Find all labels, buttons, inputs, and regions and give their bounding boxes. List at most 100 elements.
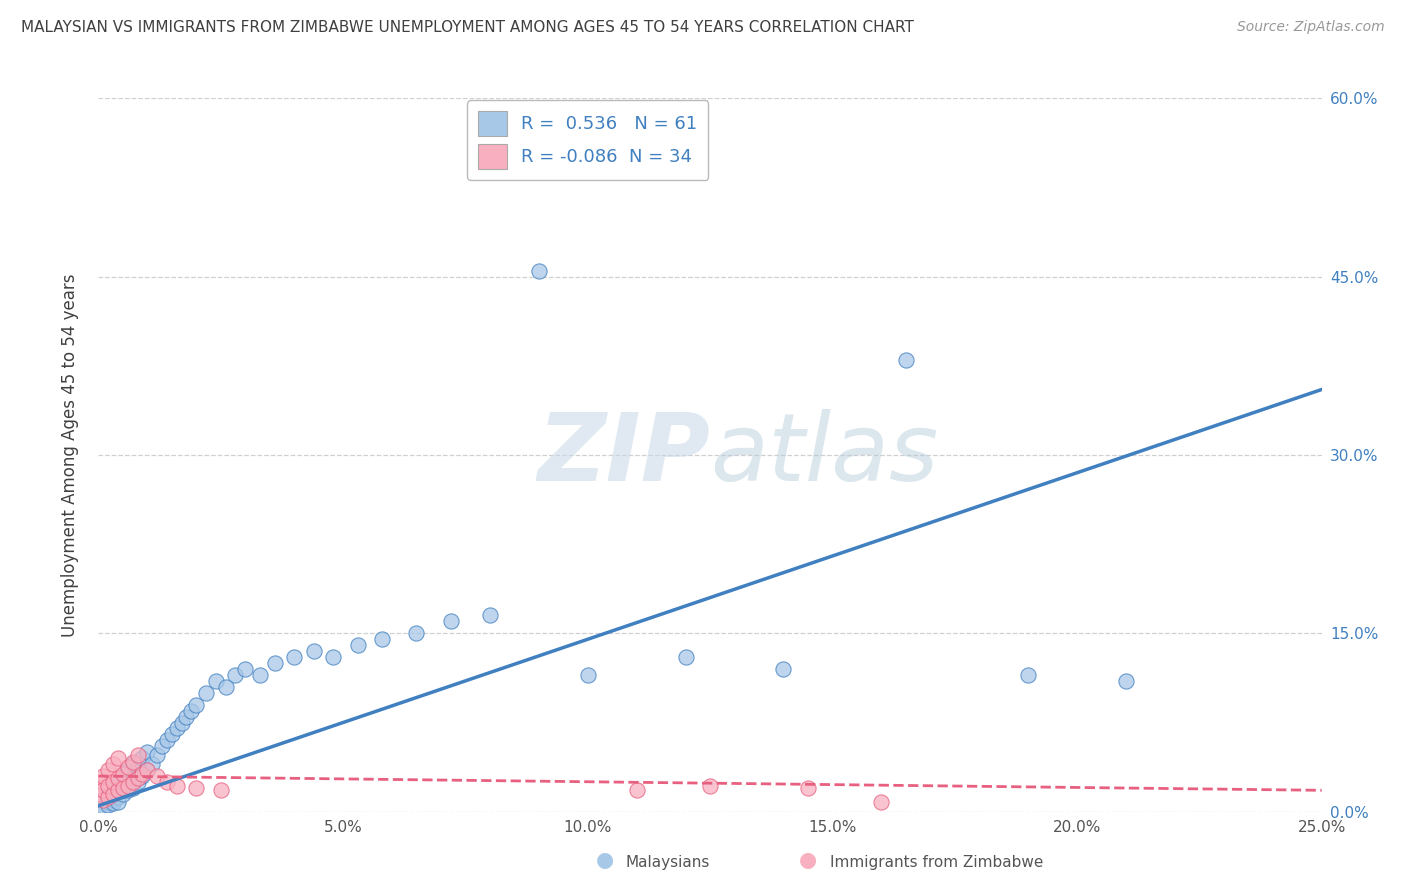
Point [107,790,129,805]
Text: ●: ● [596,850,613,870]
Point [1115,673,1137,688]
Point [97,790,120,805]
Point [117,775,139,789]
Point [91,769,114,783]
Point [170,715,193,730]
Point [186,780,208,795]
Point [205,673,228,688]
Point [146,769,169,783]
Point [371,632,394,647]
Point [127,759,149,773]
Point [224,668,246,682]
Point [233,662,256,676]
Point [209,783,232,797]
Point [107,751,129,765]
Point [101,793,124,807]
Point [121,755,143,769]
Point [894,352,917,367]
Point [322,650,344,665]
Point [127,772,149,786]
Point [440,615,463,629]
Point [107,795,129,809]
Point [263,656,285,670]
Point [117,759,139,773]
Point [141,757,163,772]
Point [150,739,173,754]
Point [101,797,124,811]
Point [101,783,124,797]
Point [136,763,159,777]
Point [101,787,124,801]
Point [626,783,648,797]
Point [176,709,198,723]
Point [97,787,120,801]
Point [127,747,149,762]
Point [111,780,134,795]
Point [772,662,794,676]
Point [107,783,129,797]
Point [699,779,721,793]
Point [91,793,114,807]
Text: ZIP: ZIP [537,409,710,501]
Point [527,263,550,277]
Point [302,644,325,658]
Point [166,779,188,793]
Point [101,780,124,795]
Point [131,766,153,780]
Point [166,722,188,736]
Point [111,766,134,780]
Point [214,680,236,694]
Point [117,783,139,797]
Point [91,775,114,789]
Text: atlas: atlas [710,409,938,500]
Point [107,775,129,789]
Point [97,763,120,777]
Point [249,668,271,682]
Point [186,698,208,712]
Y-axis label: Unemployment Among Ages 45 to 54 years: Unemployment Among Ages 45 to 54 years [60,273,79,637]
Point [136,763,159,777]
Point [180,704,202,718]
Point [90,787,112,801]
Point [117,779,139,793]
Point [97,790,120,805]
Point [131,769,153,783]
Point [121,775,143,789]
Point [675,650,697,665]
Point [576,668,599,682]
Point [89,780,111,795]
Point [117,763,139,777]
Point [127,775,149,789]
Point [1017,668,1039,682]
Point [91,793,114,807]
Point [195,686,218,700]
Point [121,780,143,795]
Text: MALAYSIAN VS IMMIGRANTS FROM ZIMBABWE UNEMPLOYMENT AMONG AGES 45 TO 54 YEARS COR: MALAYSIAN VS IMMIGRANTS FROM ZIMBABWE UN… [21,20,914,35]
Point [111,787,134,801]
Point [283,650,305,665]
Text: Source: ZipAtlas.com: Source: ZipAtlas.com [1237,20,1385,34]
Point [107,772,129,786]
Point [91,783,114,797]
Point [156,733,179,747]
Point [405,626,427,640]
Point [101,775,124,789]
Point [160,727,183,741]
Point [121,757,143,772]
Point [111,779,134,793]
Point [156,775,179,789]
Point [97,797,120,812]
Point [111,769,134,783]
Point [870,795,893,809]
Point [797,780,820,795]
Point [91,801,114,815]
Text: ●: ● [800,850,817,870]
Point [146,747,169,762]
Point [97,795,120,809]
Text: Immigrants from Zimbabwe: Immigrants from Zimbabwe [830,855,1043,870]
Point [121,772,143,786]
Point [131,751,153,765]
Point [91,798,114,813]
Point [97,779,120,793]
Text: Malaysians: Malaysians [626,855,710,870]
